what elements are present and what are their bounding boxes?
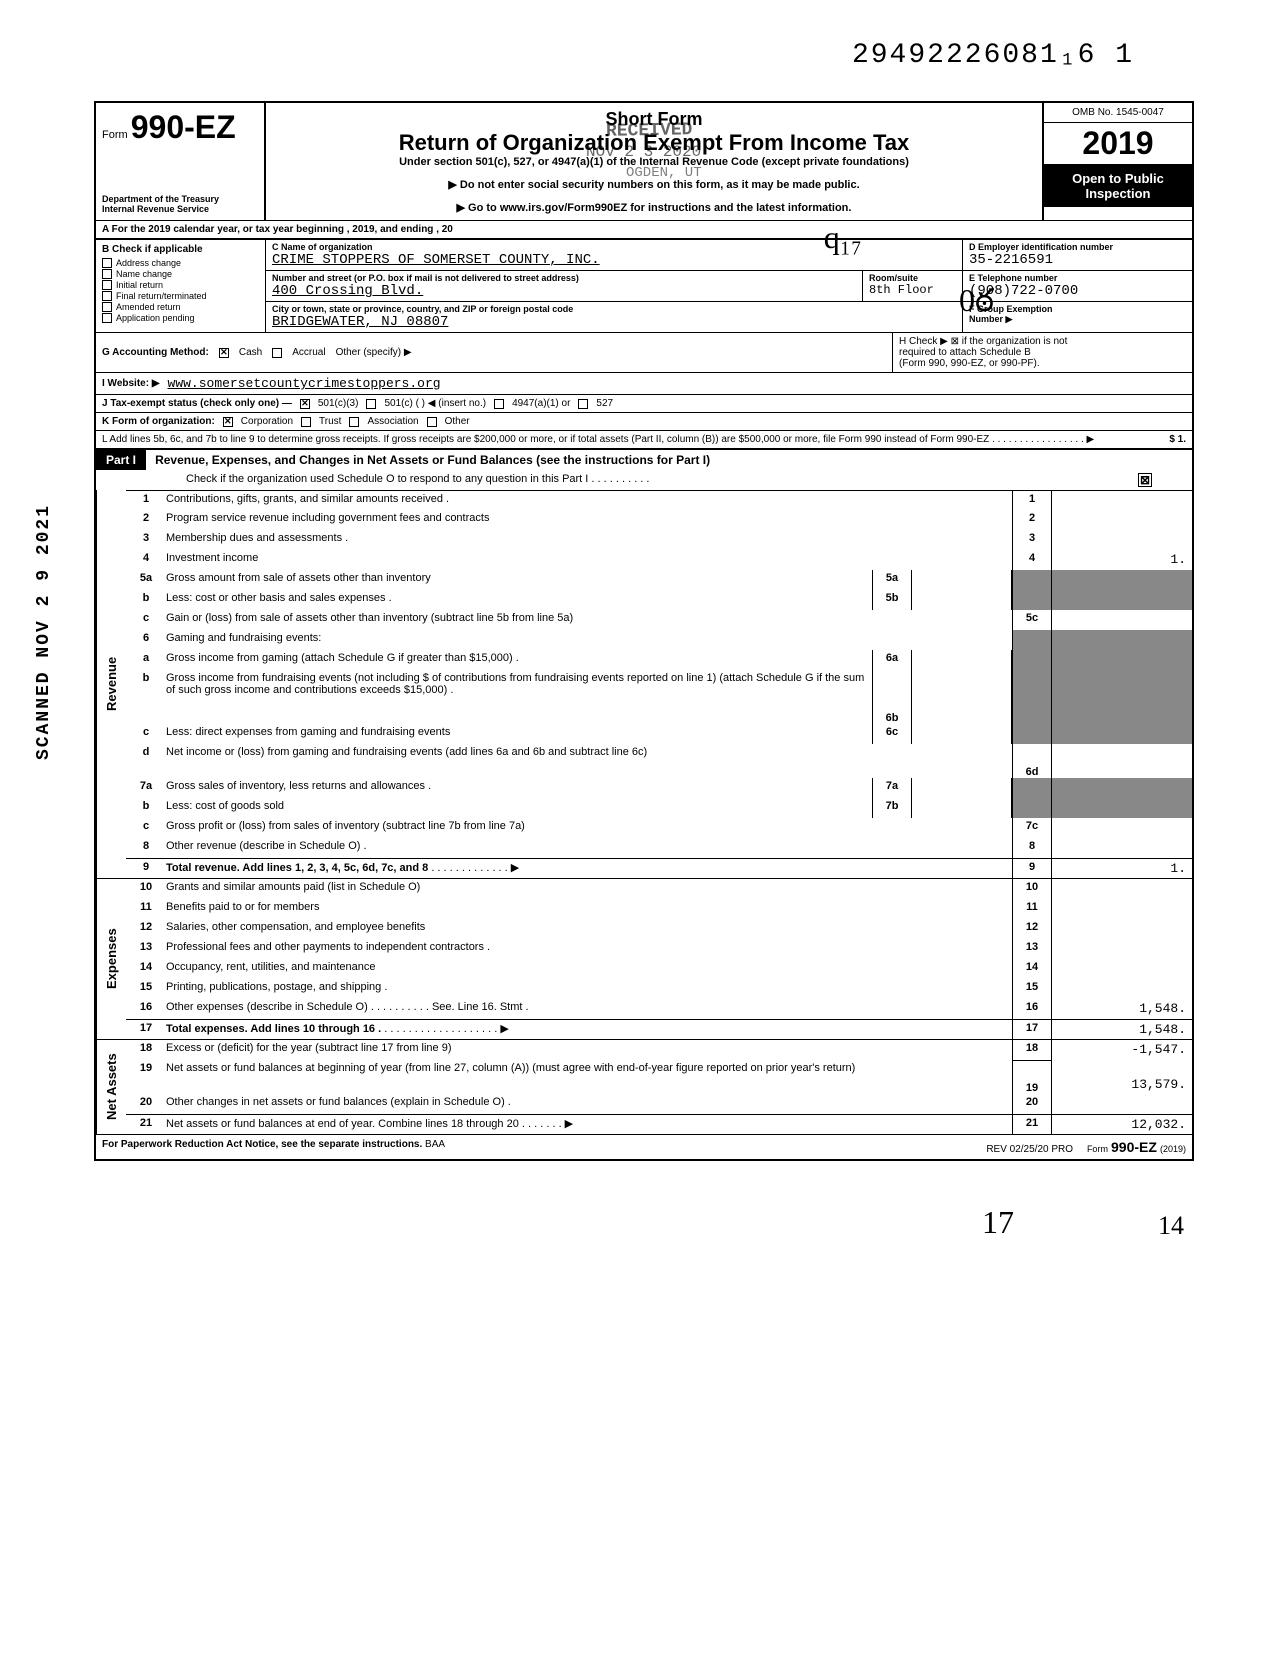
stamp-received: RECEIVED	[606, 120, 693, 142]
line-a-tax-year: A For the 2019 calendar year, or tax yea…	[94, 220, 1194, 238]
part-i: Part I Revenue, Expenses, and Changes in…	[94, 450, 1194, 1161]
url-note: Go to www.irs.gov/Form990EZ for instruct…	[276, 201, 1032, 214]
section-identity: B Check if applicable Address change Nam…	[94, 238, 1194, 332]
gross-receipts-amount: $ 1.	[1169, 434, 1186, 445]
handwritten-14: 14	[1158, 1211, 1184, 1241]
page-footer: For Paperwork Reduction Act Notice, see …	[96, 1134, 1192, 1159]
line-21-value: 12,032.	[1052, 1115, 1192, 1134]
room-suite: 8th Floor	[869, 283, 956, 297]
open-to-public: Open to Public Inspection	[1044, 165, 1192, 207]
cb-final-return[interactable]	[102, 291, 112, 301]
cb-501c3[interactable]: ✕	[300, 399, 310, 409]
side-label-expenses: Expenses	[96, 879, 126, 1039]
row-j-tax-status: J Tax-exempt status (check only one) — ✕…	[94, 394, 1194, 412]
department: Department of the Treasury Internal Reve…	[102, 194, 258, 214]
stamp-ogden: OGDEN, UT	[626, 165, 702, 181]
part-i-title: Revenue, Expenses, and Changes in Net As…	[149, 449, 710, 471]
cb-amended[interactable]	[102, 302, 112, 312]
col-de: D Employer identification number 35-2216…	[962, 240, 1192, 332]
cb-address-change[interactable]	[102, 258, 112, 268]
line-4-value: 1.	[1052, 550, 1192, 570]
row-i-website: I Website: ▶ www.somersetcountycrimestop…	[94, 372, 1194, 394]
website-url: www.somersetcountycrimestoppers.org	[168, 376, 441, 391]
row-k-form-org: K Form of organization: ✕Corporation Tru…	[94, 412, 1194, 430]
cb-initial-return[interactable]	[102, 280, 112, 290]
line-17-value: 1,548.	[1052, 1020, 1192, 1039]
cb-4947a1[interactable]	[494, 399, 504, 409]
cb-527[interactable]	[578, 399, 588, 409]
omb-number: OMB No. 1545-0047	[1044, 103, 1192, 123]
tax-year: 2019	[1044, 123, 1192, 165]
side-label-net-assets: Net Assets	[96, 1040, 126, 1134]
line-18-value: -1,547.	[1052, 1040, 1192, 1060]
org-address: 400 Crossing Blvd.	[272, 283, 856, 299]
cb-trust[interactable]	[301, 417, 311, 427]
h-schedule-b: H Check ▶ ⊠ if the organization is not r…	[892, 333, 1192, 372]
cb-schedule-o[interactable]: ⊠	[1138, 473, 1152, 487]
document-id: 29492226081₁6 1	[94, 40, 1134, 71]
cb-name-change[interactable]	[102, 269, 112, 279]
handwritten-17: 17	[982, 1204, 1014, 1241]
row-g-h: G Accounting Method: ✕Cash Accrual Other…	[94, 332, 1194, 372]
cb-other-org[interactable]	[427, 417, 437, 427]
telephone: (908)722-0700	[969, 283, 1186, 299]
org-city: BRIDGEWATER, NJ 08807	[272, 314, 956, 330]
part-i-tag: Part I	[96, 450, 146, 470]
stamp-scanned: SCANNED NOV 2 9 2021	[34, 504, 54, 760]
line-16-value: 1,548.	[1052, 999, 1192, 1019]
cb-corporation[interactable]: ✕	[223, 417, 233, 427]
cb-association[interactable]	[349, 417, 359, 427]
form-header: Form 990-EZ Department of the Treasury I…	[94, 101, 1194, 220]
handwritten-mark: 0ఠ	[959, 282, 994, 327]
cb-app-pending[interactable]	[102, 313, 112, 323]
cb-501c[interactable]	[366, 399, 376, 409]
side-label-revenue: Revenue	[96, 490, 126, 878]
ein: 35-2216591	[969, 252, 1186, 268]
line-19-value: 13,579.	[1052, 1060, 1192, 1094]
handwritten-initials: q₁₇	[824, 219, 862, 256]
row-l-gross-receipts: L Add lines 5b, 6c, and 7b to line 9 to …	[94, 430, 1194, 450]
cb-accrual[interactable]	[272, 348, 282, 358]
cb-cash[interactable]: ✕	[219, 348, 229, 358]
col-b-checkboxes: B Check if applicable Address change Nam…	[96, 240, 266, 332]
line-9-value: 1.	[1052, 859, 1192, 878]
form-number: Form 990-EZ	[102, 109, 258, 146]
stamp-date: NOV 2 3 2020	[586, 143, 701, 161]
